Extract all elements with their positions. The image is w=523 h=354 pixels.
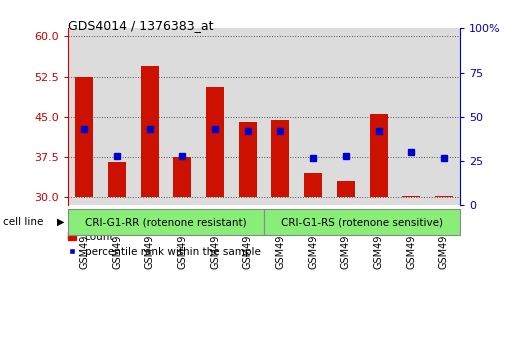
Bar xyxy=(239,122,257,197)
Bar xyxy=(271,120,289,197)
Bar xyxy=(75,76,93,197)
Bar xyxy=(428,28,460,205)
Bar xyxy=(68,28,100,205)
Bar xyxy=(435,196,453,197)
Bar xyxy=(166,28,199,205)
Bar xyxy=(402,196,420,197)
Bar xyxy=(100,28,133,205)
Bar xyxy=(370,114,388,197)
Bar xyxy=(231,28,264,205)
Bar xyxy=(362,28,395,205)
Bar xyxy=(297,28,329,205)
Bar xyxy=(304,173,322,197)
Bar xyxy=(395,28,428,205)
Text: GDS4014 / 1376383_at: GDS4014 / 1376383_at xyxy=(68,19,213,33)
Bar xyxy=(141,66,158,197)
Bar xyxy=(329,28,362,205)
Bar xyxy=(108,162,126,197)
Bar xyxy=(174,157,191,197)
Legend: count, percentile rank within the sample: count, percentile rank within the sample xyxy=(68,232,260,257)
Text: cell line: cell line xyxy=(3,217,43,227)
Bar xyxy=(199,28,231,205)
Bar xyxy=(264,28,297,205)
Text: ▶: ▶ xyxy=(56,217,64,227)
Bar xyxy=(133,28,166,205)
Text: CRI-G1-RS (rotenone sensitive): CRI-G1-RS (rotenone sensitive) xyxy=(281,217,443,227)
Bar xyxy=(337,181,355,197)
Bar xyxy=(206,87,224,197)
Text: CRI-G1-RR (rotenone resistant): CRI-G1-RR (rotenone resistant) xyxy=(85,217,247,227)
